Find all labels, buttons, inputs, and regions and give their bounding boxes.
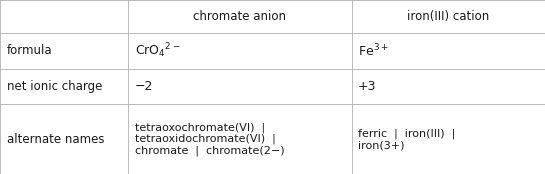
Text: iron(3+): iron(3+): [358, 140, 404, 150]
Text: ferric  |  iron(III)  |: ferric | iron(III) |: [358, 128, 455, 139]
Text: iron(III) cation: iron(III) cation: [407, 10, 489, 23]
Text: chromate anion: chromate anion: [193, 10, 286, 23]
Text: CrO$_4$$^{2-}$: CrO$_4$$^{2-}$: [135, 42, 180, 60]
Text: −2: −2: [135, 80, 153, 93]
Text: net ionic charge: net ionic charge: [7, 80, 102, 93]
Text: Fe$^{3+}$: Fe$^{3+}$: [358, 43, 389, 59]
Text: +3: +3: [358, 80, 377, 93]
Text: alternate names: alternate names: [7, 133, 104, 146]
Text: tetraoxidochromate(VI)  |: tetraoxidochromate(VI) |: [135, 134, 275, 144]
Text: tetraoxochromate(VI)  |: tetraoxochromate(VI) |: [135, 122, 265, 133]
Text: formula: formula: [7, 44, 52, 57]
Text: chromate  |  chromate(2−): chromate | chromate(2−): [135, 146, 284, 156]
